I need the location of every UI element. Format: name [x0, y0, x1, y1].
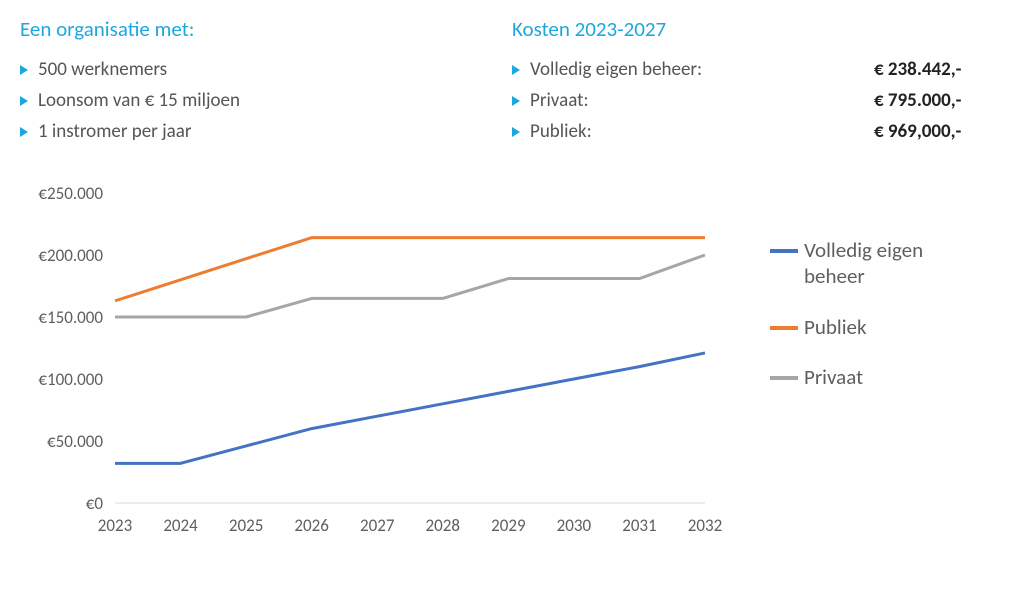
chart-legend: Volledig eigen beheer Publiek Privaat — [770, 177, 974, 414]
org-list-item-label: Loonsom van € 15 miljoen — [38, 89, 240, 112]
costs-title: Kosten 2023-2027 — [512, 16, 1004, 42]
legend-label: Publiek — [804, 314, 867, 340]
bullet-arrow-icon — [20, 65, 28, 75]
series-line — [115, 238, 705, 301]
x-tick-label: 2025 — [229, 515, 263, 536]
legend-label: Volledig eigen beheer — [804, 237, 974, 290]
bullet-arrow-icon — [512, 127, 520, 137]
x-tick-label: 2030 — [557, 515, 592, 536]
x-tick-label: 2023 — [98, 515, 132, 536]
y-tick-label: €150.000 — [38, 307, 103, 328]
cost-label: Privaat: — [530, 89, 874, 112]
cost-row: Privaat:€ 795.000,- — [512, 85, 1004, 116]
x-tick-label: 2027 — [360, 515, 395, 536]
legend-item: Privaat — [770, 364, 974, 390]
bullet-arrow-icon — [20, 127, 28, 137]
org-list: 500 werknemers Loonsom van € 15 miljoen 1 … — [20, 54, 492, 147]
x-tick-label: 2031 — [622, 515, 656, 536]
legend-swatch — [770, 376, 798, 380]
line-chart: €0 €50.000 €100.000 €150.000 €200.000 €250.00… — [20, 177, 740, 557]
org-list-item-label: 1 instromer per jaar — [38, 120, 191, 143]
x-tick-label: 2029 — [491, 515, 526, 536]
cost-row: Publiek:€ 969,000,- — [512, 116, 1004, 147]
legend-item: Volledig eigen beheer — [770, 237, 974, 290]
x-tick-label: 2026 — [294, 515, 329, 536]
legend-swatch — [770, 249, 798, 253]
bullet-arrow-icon — [512, 65, 520, 75]
y-tick-label: €250.000 — [38, 183, 103, 204]
org-list-item: Loonsom van € 15 miljoen — [20, 85, 492, 116]
cost-value: € 795.000,- — [874, 89, 1004, 112]
x-tick-label: 2024 — [163, 515, 198, 536]
x-tick-label: 2028 — [426, 515, 460, 536]
series-line — [115, 255, 705, 317]
y-tick-label: €200.000 — [38, 245, 103, 266]
bullet-arrow-icon — [20, 96, 28, 106]
x-tick-label: 2032 — [688, 515, 722, 536]
bullet-arrow-icon — [512, 96, 520, 106]
cost-row: Volledig eigen beheer:€ 238.442,- — [512, 54, 1004, 85]
cost-label: Volledig eigen beheer: — [530, 58, 874, 81]
y-tick-label: €0 — [86, 493, 104, 514]
cost-value: € 238.442,- — [874, 58, 1004, 81]
legend-item: Publiek — [770, 314, 974, 340]
series-line — [115, 353, 705, 463]
org-title: Een organisatie met: — [20, 16, 492, 42]
y-tick-label: €50.000 — [47, 431, 103, 452]
cost-label: Publiek: — [530, 120, 874, 143]
legend-swatch — [770, 326, 798, 330]
org-list-item: 1 instromer per jaar — [20, 116, 492, 147]
org-list-item-label: 500 werknemers — [38, 58, 167, 81]
legend-label: Privaat — [804, 364, 863, 390]
cost-value: € 969,000,- — [874, 120, 1004, 143]
costs-list: Volledig eigen beheer:€ 238.442,-Privaat… — [512, 54, 1004, 147]
org-list-item: 500 werknemers — [20, 54, 492, 85]
y-tick-label: €100.000 — [38, 369, 103, 390]
